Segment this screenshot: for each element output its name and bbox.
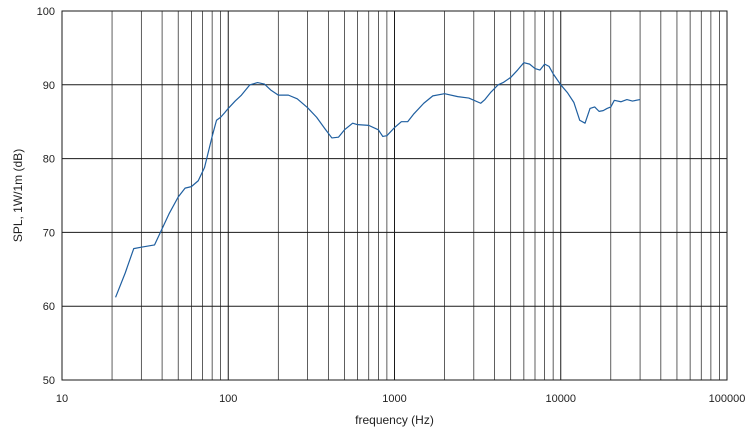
x-tick-labels: 10 100 1000 10000 100000 (56, 393, 745, 405)
y-tick-label: 80 (43, 154, 55, 166)
y-tick-label: 50 (43, 375, 55, 387)
grid (61, 10, 727, 381)
y-tick-label: 90 (43, 80, 55, 92)
y-tick-label: 100 (37, 6, 55, 18)
plot-frame (61, 10, 728, 381)
y-tick-label: 60 (43, 301, 55, 313)
y-axis-label: SPL, 1W/1m (dB) (11, 149, 25, 242)
x-tick-label: 100000 (709, 393, 746, 405)
x-tick-label: 100 (219, 393, 237, 405)
y-tick-label: 70 (43, 227, 55, 239)
spl-response-line (115, 62, 641, 298)
series-group (115, 62, 641, 298)
x-tick-label: 10 (56, 393, 68, 405)
y-tick-labels: 50 60 70 80 90 100 (37, 6, 55, 387)
x-tick-label: 1000 (382, 393, 406, 405)
x-axis-label: frequency (Hz) (355, 413, 434, 427)
x-tick-label: 10000 (545, 393, 576, 405)
